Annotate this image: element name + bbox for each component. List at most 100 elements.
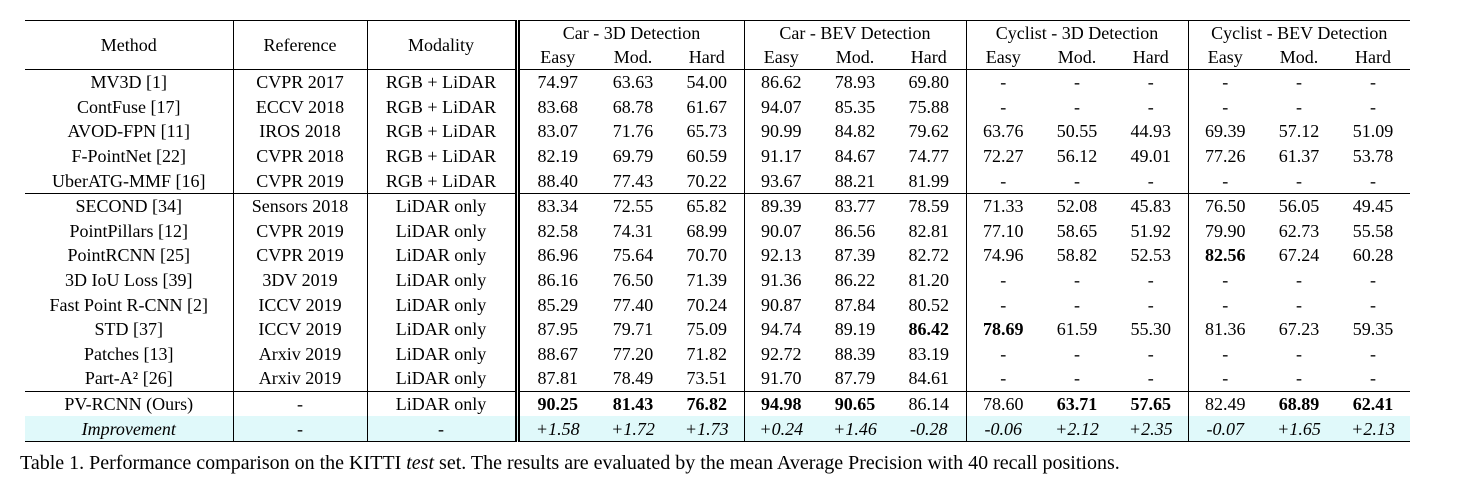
table-cell: 92.13 <box>743 243 818 268</box>
table-cell: 67.23 <box>1278 319 1320 340</box>
table-cell: 84.61 <box>908 368 950 389</box>
table-cell: 86.16 <box>514 267 596 293</box>
table-cell: - <box>1370 270 1376 291</box>
table-cell: 81.36 <box>1187 316 1262 342</box>
table-cell: PointPillars [12] <box>69 220 188 241</box>
column-header: Reference <box>232 20 367 70</box>
table-cell: UberATG-MMF [16] <box>52 170 206 191</box>
table-cell: 79.71 <box>612 319 654 340</box>
table-cell: Arxiv 2019 <box>232 341 367 367</box>
table-cell: - <box>1074 96 1080 117</box>
table-cell: 91.70 <box>743 366 818 392</box>
table-cell: 83.07 <box>514 119 596 144</box>
table-cell: 94.74 <box>743 316 818 342</box>
table-cell: CVPR 2019 <box>232 218 367 244</box>
table-cell: 74.77 <box>908 146 950 167</box>
table-cell: 88.67 <box>514 341 596 367</box>
table-row: UberATG-MMF [16] CVPR 2019 RGB + LiDAR 88.4… <box>25 168 1410 194</box>
table-cell: - <box>232 416 367 442</box>
table-cell: 78.49 <box>612 368 654 389</box>
table-cell: -0.28 <box>892 416 966 442</box>
table-cell: - <box>965 341 1040 367</box>
table-cell: 55.30 <box>1130 319 1172 340</box>
table-cell: - <box>1147 368 1154 389</box>
table-cell: 82.81 <box>908 220 950 241</box>
subheader: Hard <box>1355 47 1391 67</box>
table-cell: 81.20 <box>908 270 950 291</box>
table-cell: LiDAR only <box>366 341 517 367</box>
table-cell: 56.12 <box>1056 146 1098 167</box>
table-cell: 85.29 <box>514 292 596 317</box>
table-row: STD [37] ICCV 2019 LiDAR only 87.95 79.71 75.… <box>25 316 1410 342</box>
table-cell: 52.08 <box>1040 192 1114 219</box>
table-cell: 86.56 <box>834 220 876 241</box>
table-cell: 82.56 <box>1187 243 1262 268</box>
table-cell: 51.09 <box>1352 121 1394 142</box>
table-cell: 90.99 <box>743 119 818 144</box>
table-cell: - <box>1074 368 1080 389</box>
table-cell: Arxiv 2019 <box>232 366 367 392</box>
table-cell: 69.39 <box>1187 119 1262 144</box>
table-cell: 68.99 <box>686 220 728 241</box>
group-header: Car - BEV Detection <box>743 20 966 45</box>
table-cell: 50.55 <box>1056 121 1098 142</box>
table-cell: - <box>1296 368 1302 389</box>
table-cell: 45.83 <box>1114 192 1188 219</box>
table-cell: - <box>1296 96 1302 117</box>
table-cell: 54.00 <box>670 68 744 95</box>
table-cell: - <box>1296 343 1302 364</box>
table-cell: 60.59 <box>686 146 728 167</box>
table-cell: ECCV 2018 <box>232 94 367 120</box>
table-cell: - <box>1187 168 1262 194</box>
table-cell: 72.55 <box>596 192 670 219</box>
table-cell: - <box>965 292 1040 317</box>
table-cell: 68.78 <box>612 96 654 117</box>
table-cell: 89.19 <box>834 319 876 340</box>
table-cell: ICCV 2019 <box>232 316 367 342</box>
table-cell: CVPR 2019 <box>232 168 367 194</box>
table-cell: +1.72 <box>596 416 670 442</box>
table-cell: F-PointNet [22] <box>71 146 187 167</box>
table-row: PointRCNN [25] CVPR 2019 LiDAR only 86.96 75… <box>25 243 1410 268</box>
table-cell: 61.59 <box>1056 319 1098 340</box>
subheader-row: Easy Mod. Hard Easy Mod. Hard Easy Mod. Hard Easy… <box>25 45 1410 70</box>
table-cell: - <box>1187 292 1262 317</box>
group-header: Cyclist - BEV Detection <box>1187 20 1410 45</box>
table-cell: 69.79 <box>612 146 654 167</box>
table-cell: 82.72 <box>908 245 950 266</box>
table-cell: 82.49 <box>1187 390 1262 417</box>
table-cell: Fast Point R-CNN [2] <box>49 294 208 315</box>
table-row: ContFuse [17] ECCV 2018 RGB + LiDAR 83.68 68… <box>25 94 1410 120</box>
table-cell: 63.71 <box>1040 390 1114 417</box>
table-row: Improvement - - +1.58 +1.72 +1.73 +0.24 +1.46 -0… <box>25 416 1410 442</box>
subheader: Easy <box>743 45 818 70</box>
group-header: Car - 3D Detection <box>514 20 744 45</box>
table-head: Method Reference Modality Car - 3D Detectio… <box>25 20 1410 70</box>
table-cell: 57.12 <box>1278 121 1320 142</box>
table-cell: - <box>1370 170 1376 191</box>
table-cell: PV-RCNN (Ours) <box>25 390 233 417</box>
table-cell: 83.34 <box>514 192 596 219</box>
table-cell: 44.93 <box>1130 121 1172 142</box>
table-cell: 88.40 <box>514 168 596 194</box>
table-cell: 71.33 <box>965 192 1040 219</box>
table-cell: 81.43 <box>596 390 670 417</box>
table-cell: 70.70 <box>686 245 728 266</box>
subheader: Mod. <box>835 47 875 67</box>
table-cell: 51.92 <box>1130 220 1172 241</box>
table-cell: PointRCNN [25] <box>67 245 190 266</box>
table-cell: 65.82 <box>670 192 744 219</box>
table-cell: - <box>1147 270 1154 291</box>
subheader: Hard <box>1132 47 1169 67</box>
table-row: MV3D [1] CVPR 2017 RGB + LiDAR 74.97 63.63 54… <box>25 68 1410 95</box>
table-cell: +1.65 <box>1262 416 1336 442</box>
column-header: Method <box>25 20 233 70</box>
table-cell: 86.14 <box>892 390 966 417</box>
table-cell: +1.46 <box>818 416 892 442</box>
table-cell: 74.31 <box>612 220 654 241</box>
table-cell: LiDAR only <box>366 390 517 417</box>
table-cell: 68.89 <box>1262 390 1336 417</box>
subheader: Easy <box>1187 45 1262 70</box>
table-cell: - <box>1074 270 1080 291</box>
table-cell: 87.39 <box>834 245 876 266</box>
